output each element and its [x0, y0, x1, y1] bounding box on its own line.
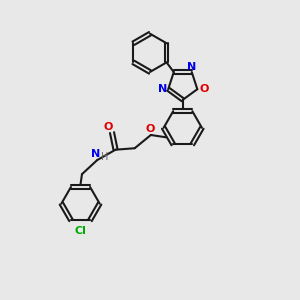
Text: O: O — [199, 84, 208, 94]
Text: N: N — [188, 62, 197, 72]
Text: O: O — [104, 122, 113, 132]
Text: N: N — [158, 84, 167, 94]
Text: H: H — [101, 152, 108, 162]
Text: N: N — [91, 148, 101, 158]
Text: Cl: Cl — [75, 226, 86, 236]
Text: O: O — [146, 124, 155, 134]
